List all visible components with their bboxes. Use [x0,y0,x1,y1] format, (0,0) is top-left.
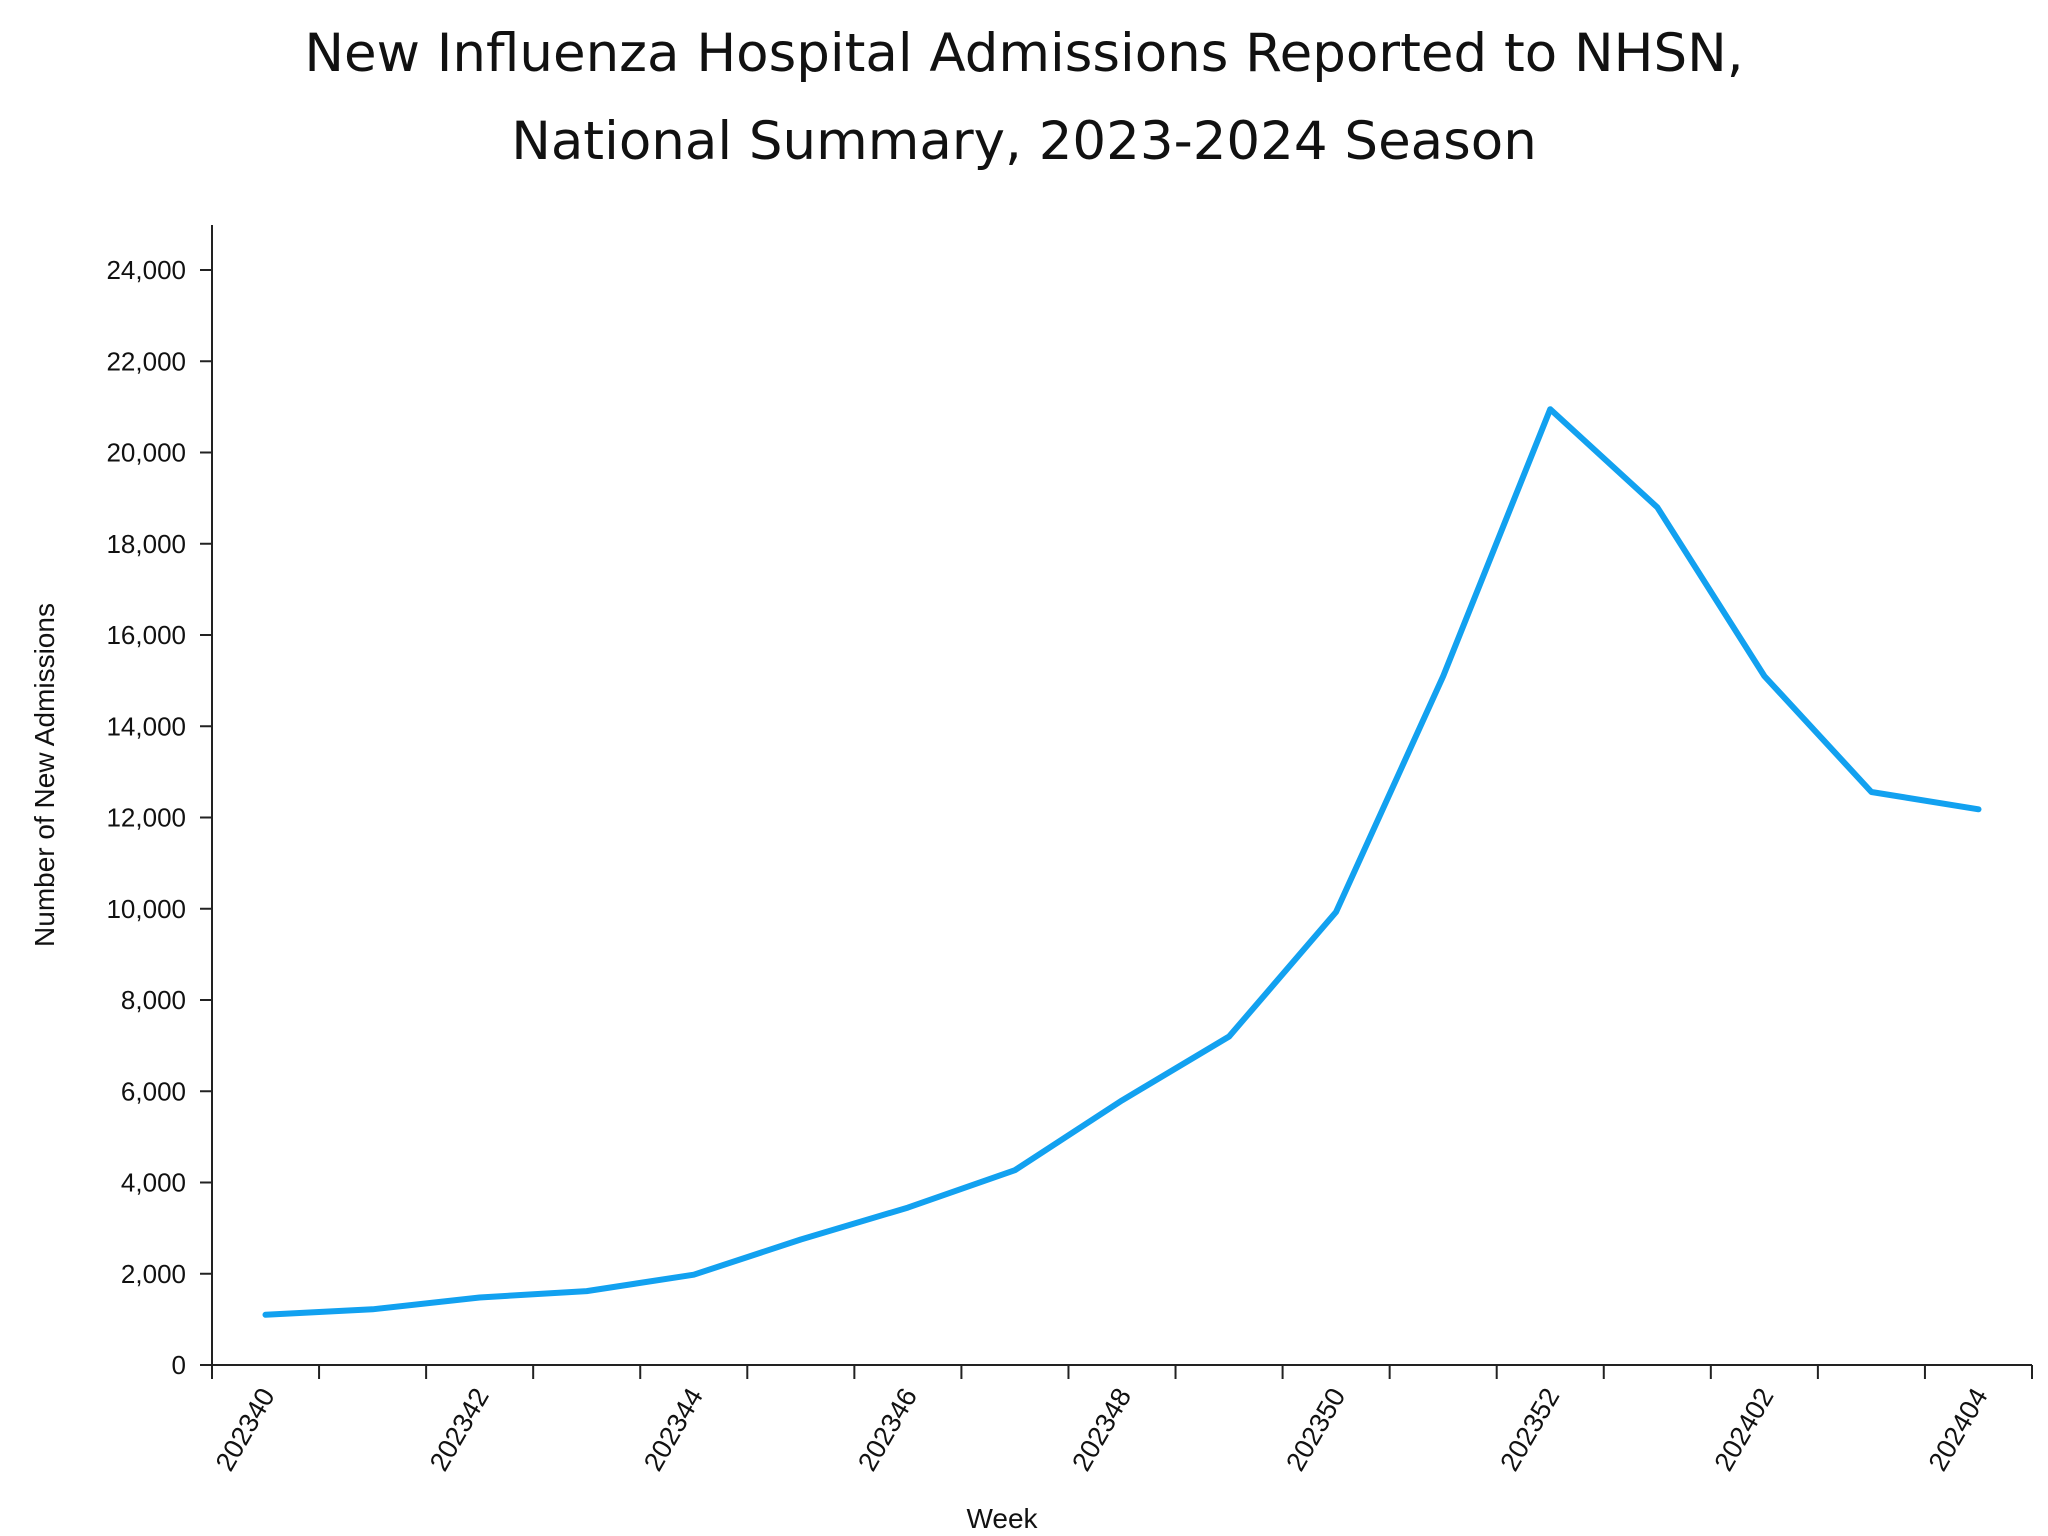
y-tick-label: 8,000 [121,985,186,1015]
y-tick-label: 10,000 [106,894,186,924]
x-tick-label: 202350 [1280,1383,1351,1476]
y-tick-label: 4,000 [121,1168,186,1198]
data-point [1013,1168,1017,1172]
y-tick-label: 12,000 [106,803,186,833]
y-tick-label: 6,000 [121,1076,186,1106]
x-tick-label: 202346 [852,1383,923,1476]
chart-title-line-1: New Influenza Hospital Admissions Report… [304,23,1744,84]
y-tick-label: 16,000 [106,620,186,650]
data-point [371,1307,375,1311]
y-tick-label: 22,000 [106,346,186,376]
y-tick-label: 24,000 [106,255,186,285]
x-axis-label: Week [966,1503,1038,1534]
y-tick-label: 18,000 [106,529,186,559]
chart-title-line-2: National Summary, 2023-2024 Season [511,111,1537,172]
data-point [1655,505,1659,509]
data-point [1548,407,1552,411]
y-tick-label: 2,000 [121,1259,186,1289]
data-point [585,1289,589,1293]
data-point [1227,1035,1231,1038]
x-tick-label: 202344 [638,1383,709,1476]
series-layer [262,406,1982,1318]
data-point [478,1295,482,1299]
data-point [906,1206,910,1210]
y-tick-label: 14,000 [106,711,186,741]
x-axis: 202340 202342 202344 202346 202348 202350 2023… [210,1364,2033,1476]
x-tick-label: 202348 [1066,1383,1137,1476]
y-tick-label: 0 [172,1350,186,1380]
data-point [1762,674,1766,678]
data-point [1441,674,1445,678]
data-point [799,1238,803,1242]
data-point [692,1273,696,1277]
data-point [264,1313,268,1317]
data-point [1120,1098,1124,1102]
x-tick-label: 202340 [210,1383,281,1476]
y-axis: 0 2,000 4,000 6,000 8,000 10,000 12,000 14,000 1… [106,225,213,1380]
data-point [1869,790,1873,794]
x-tick-label: 202404 [1923,1383,1994,1476]
data-point [1334,910,1338,914]
y-axis-label: Number of New Admissions [29,603,60,947]
chart-title: New Influenza Hospital Admissions Report… [0,10,2048,186]
x-tick-label: 202342 [424,1383,495,1476]
x-tick-label: 202352 [1494,1383,1565,1476]
x-tick-label: 202402 [1709,1383,1780,1476]
series-line [262,406,1982,1318]
data-point [1976,807,1980,811]
y-tick-label: 20,000 [106,438,186,468]
